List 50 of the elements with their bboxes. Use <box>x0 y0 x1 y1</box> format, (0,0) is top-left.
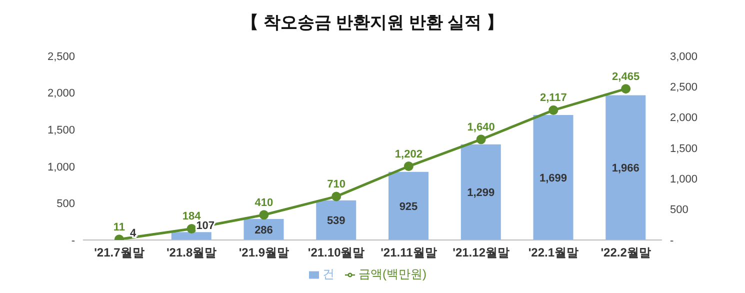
legend-label: 금액(백만원) <box>358 267 426 281</box>
y2-tick-label: 2,500 <box>670 82 698 94</box>
y2-tick-label: 500 <box>670 204 688 216</box>
point <box>548 105 558 115</box>
point <box>476 134 486 144</box>
data-label: 1,299 <box>467 187 495 200</box>
y2-tick-label: 3,000 <box>670 50 698 63</box>
x-tick-label: '21.8월말 <box>166 246 217 260</box>
x-tick-label: '22.2월말 <box>600 246 651 260</box>
data-label: 1,966 <box>612 162 640 175</box>
point <box>621 84 631 94</box>
legend-label: 건 <box>322 267 334 281</box>
x-tick-label: '21.10월말 <box>308 246 365 260</box>
x-tick-label: '22.1월말 <box>528 246 579 260</box>
data-label: 286 <box>254 224 273 236</box>
x-tick-label: '21.11월말 <box>380 246 437 260</box>
bar <box>388 172 428 240</box>
chart-title: 【 착오송금 반환지원 반환 실적 】 <box>240 12 504 34</box>
data-label: 1,640 <box>467 121 495 134</box>
point <box>186 224 196 234</box>
y-tick-label: 1,000 <box>47 161 75 174</box>
x-tick-label: '21.9월말 <box>238 246 290 260</box>
y-tick-label: - <box>71 234 76 247</box>
point <box>404 162 414 172</box>
data-label: 2,117 <box>540 92 567 104</box>
y2-tick-label: 1,000 <box>670 174 698 186</box>
data-label: 11 <box>113 221 126 234</box>
point <box>259 210 269 220</box>
bar <box>460 144 501 240</box>
y-tick-label: 500 <box>56 198 75 210</box>
data-label: 925 <box>399 200 418 213</box>
data-label: 410 <box>254 196 274 209</box>
bar <box>606 95 646 240</box>
data-label: 1,202 <box>394 148 422 160</box>
y-tick-label: 2,000 <box>47 88 75 100</box>
bar <box>533 114 574 240</box>
point <box>332 192 342 202</box>
bar <box>171 232 212 240</box>
y2-tick-label: 1,500 <box>670 142 698 155</box>
y2-tick-label: 2,000 <box>670 112 698 124</box>
y-tick-label: 1,500 <box>47 124 75 137</box>
y2-tick-label: - <box>670 234 674 247</box>
x-tick-label: '21.12월말 <box>452 246 510 260</box>
data-label: 1,699 <box>539 172 568 184</box>
data-label: 2,465 <box>612 70 640 83</box>
data-label: 710 <box>327 178 346 190</box>
x-tick-label: '21.7월말 <box>94 246 144 260</box>
y-tick-label: 2,500 <box>47 50 75 63</box>
data-label: 539 <box>326 215 346 228</box>
bar <box>316 200 356 240</box>
